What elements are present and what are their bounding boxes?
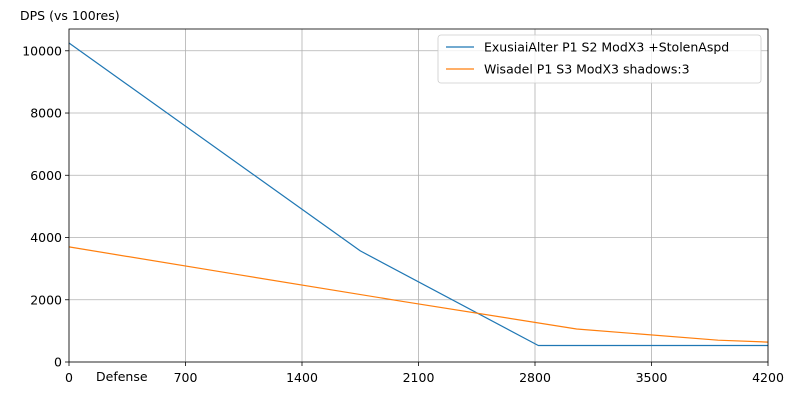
y-tick-label: 0	[54, 355, 62, 370]
x-tick-label: 0	[65, 370, 73, 385]
x-tick-label: 1400	[286, 370, 318, 385]
series-layer	[68, 42, 769, 347]
x-tick-label: 4200	[752, 370, 784, 385]
y-tick-label: 10000	[22, 43, 62, 58]
legend-box	[437, 34, 762, 84]
y-tick-label: 6000	[30, 168, 62, 183]
legend: ExusiaiAlter P1 S2 ModX3 +StolenAspd Wis…	[437, 34, 762, 84]
legend-label-wisadel: Wisadel P1 S3 ModX3 shadows:3	[484, 62, 690, 77]
y-axis-label: DPS (vs 100res)	[20, 8, 120, 23]
x-axis-ticks: 0 700 1400 2100 2800 3500 4200	[65, 362, 784, 385]
y-tick-label: 8000	[30, 106, 62, 121]
y-tick-label: 4000	[30, 230, 62, 245]
x-tick-label: 2100	[403, 370, 435, 385]
x-tick-label: 700	[174, 370, 198, 385]
x-axis-label: Defense	[96, 369, 148, 384]
x-tick-label: 3500	[636, 370, 668, 385]
x-tick-label: 2800	[519, 370, 551, 385]
series-line-0	[68, 42, 768, 347]
y-tick-label: 2000	[30, 292, 62, 307]
y-axis-ticks: 0 2000 4000 6000 8000 10000	[22, 43, 69, 370]
legend-label-exusiaialter: ExusiaiAlter P1 S2 ModX3 +StolenAspd	[484, 40, 729, 55]
series-line-1	[68, 246, 769, 343]
